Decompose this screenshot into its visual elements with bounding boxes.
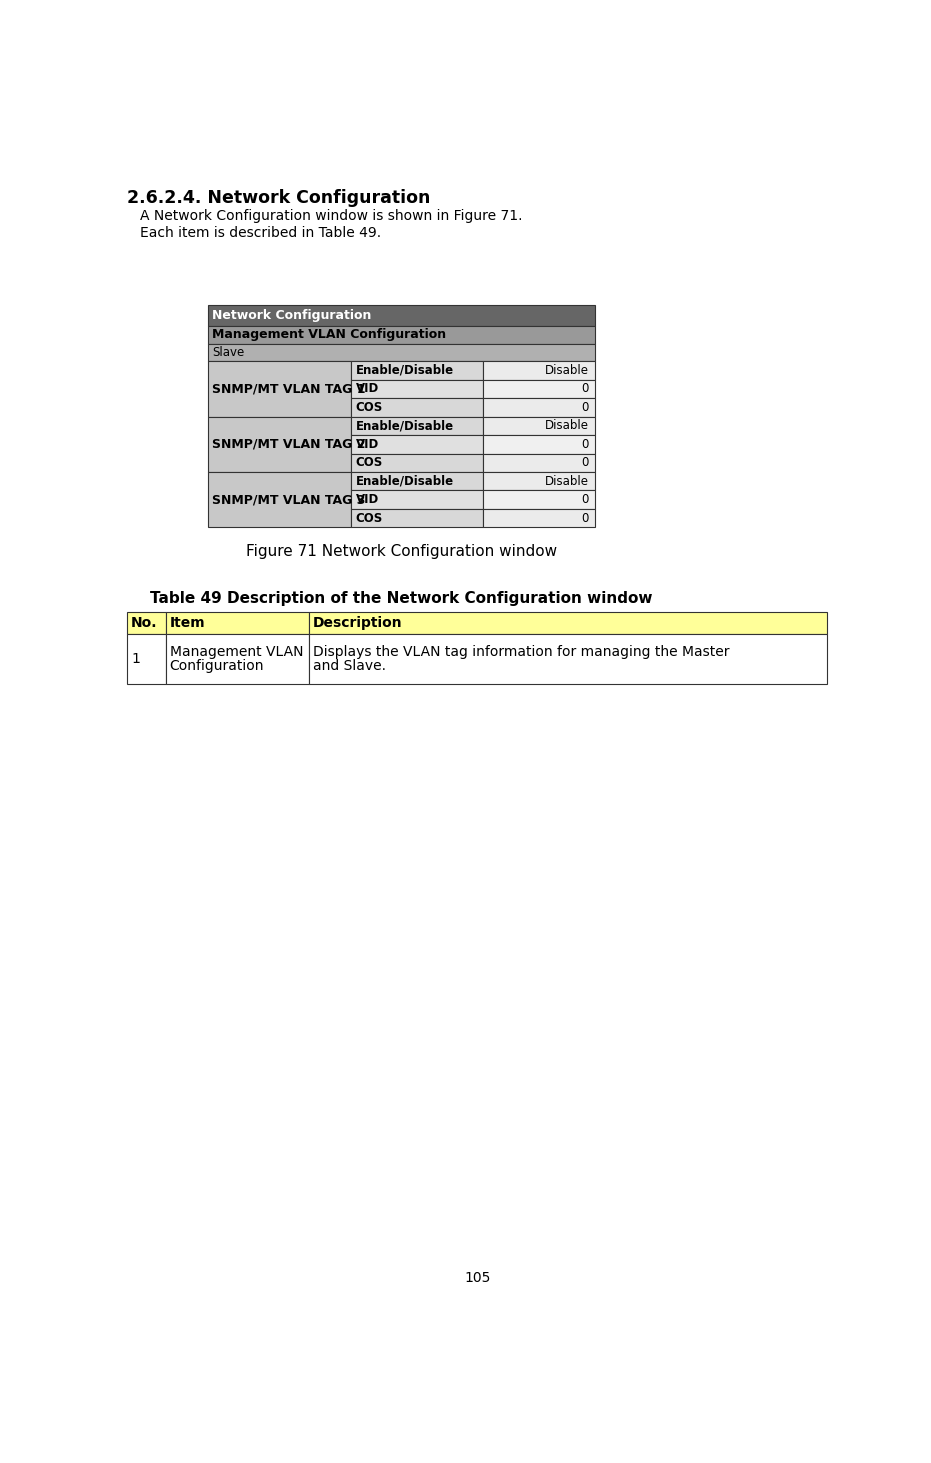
Text: Disable: Disable	[546, 420, 589, 432]
Bar	[208, 344, 595, 361]
Text: VID: VID	[356, 437, 379, 451]
Bar	[128, 633, 166, 683]
Bar	[351, 435, 483, 454]
Bar	[208, 417, 351, 473]
Bar	[208, 304, 595, 326]
Text: Disable: Disable	[546, 364, 589, 377]
Bar	[166, 633, 309, 683]
Bar	[351, 417, 483, 435]
Text: 0: 0	[582, 401, 589, 414]
Text: SNMP/MT VLAN TAG 1: SNMP/MT VLAN TAG 1	[212, 382, 366, 395]
Text: 2.6.2.4. Network Configuration: 2.6.2.4. Network Configuration	[128, 189, 431, 206]
Text: VID: VID	[356, 382, 379, 395]
Text: COS: COS	[356, 512, 383, 525]
Text: Slave: Slave	[212, 347, 245, 358]
Bar	[483, 417, 595, 435]
Bar	[351, 490, 483, 509]
Bar	[483, 454, 595, 473]
Text: 0: 0	[582, 512, 589, 525]
Text: and Slave.: and Slave.	[313, 658, 386, 673]
Bar	[351, 473, 483, 490]
Text: 0: 0	[582, 382, 589, 395]
Bar	[483, 361, 595, 379]
Bar	[166, 612, 309, 633]
Text: Figure 71 Network Configuration window: Figure 71 Network Configuration window	[246, 544, 557, 559]
Text: VID: VID	[356, 493, 379, 506]
Text: 0: 0	[582, 493, 589, 506]
Bar	[309, 612, 827, 633]
Bar	[351, 361, 483, 379]
Bar	[128, 612, 166, 633]
Text: A Network Configuration window is shown in Figure 71.: A Network Configuration window is shown …	[140, 209, 522, 222]
Bar	[351, 398, 483, 417]
Text: Disable: Disable	[546, 475, 589, 487]
Text: Enable/Disable: Enable/Disable	[356, 420, 454, 432]
Text: Description: Description	[313, 616, 403, 631]
Text: No.: No.	[131, 616, 157, 631]
Bar	[483, 473, 595, 490]
Text: Enable/Disable: Enable/Disable	[356, 364, 454, 377]
Bar	[483, 398, 595, 417]
Text: Item: Item	[169, 616, 205, 631]
Text: 0: 0	[582, 437, 589, 451]
Bar	[208, 473, 351, 528]
Text: 1: 1	[131, 652, 140, 666]
Bar	[351, 379, 483, 398]
Text: Each item is described in Table 49.: Each item is described in Table 49.	[140, 225, 381, 240]
Text: Enable/Disable: Enable/Disable	[356, 475, 454, 487]
Text: COS: COS	[356, 401, 383, 414]
Bar	[208, 361, 351, 417]
Text: 105: 105	[464, 1271, 491, 1285]
Bar	[351, 509, 483, 528]
Bar	[483, 379, 595, 398]
Text: SNMP/MT VLAN TAG 3: SNMP/MT VLAN TAG 3	[212, 493, 366, 506]
Text: Management VLAN: Management VLAN	[169, 645, 304, 658]
Text: Configuration: Configuration	[169, 658, 264, 673]
Bar	[351, 454, 483, 473]
Bar	[208, 326, 595, 344]
Text: Network Configuration: Network Configuration	[212, 309, 371, 322]
Bar	[483, 509, 595, 528]
Text: Table 49 Description of the Network Configuration window: Table 49 Description of the Network Conf…	[150, 591, 653, 606]
Text: 0: 0	[582, 456, 589, 470]
Bar	[483, 435, 595, 454]
Text: Displays the VLAN tag information for managing the Master: Displays the VLAN tag information for ma…	[313, 645, 730, 658]
Bar	[483, 490, 595, 509]
Text: SNMP/MT VLAN TAG 2: SNMP/MT VLAN TAG 2	[212, 437, 366, 451]
Text: COS: COS	[356, 456, 383, 470]
Bar	[309, 633, 827, 683]
Text: Management VLAN Configuration: Management VLAN Configuration	[212, 329, 447, 341]
